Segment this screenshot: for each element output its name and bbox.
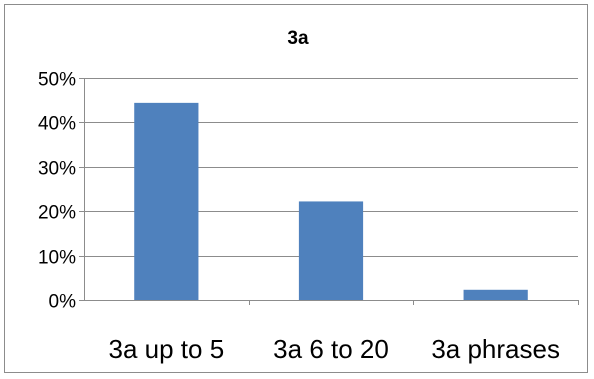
- y-tick-label: 20%: [38, 203, 76, 224]
- chart-frame: [4, 4, 588, 373]
- x-tick-label: 3a up to 5: [109, 334, 225, 364]
- x-tick-labels: 3a up to 5 3a 6 to 20 3a phrases: [109, 334, 560, 364]
- bar: [134, 102, 199, 300]
- x-tick-label: 3a phrases: [431, 334, 560, 364]
- bar: [298, 201, 364, 300]
- axes: [79, 78, 579, 305]
- y-tick-label: 40%: [38, 114, 76, 135]
- y-tick-label: 10%: [38, 248, 76, 269]
- y-tick-label: 50%: [38, 70, 76, 91]
- y-tick-labels: 0% 10% 20% 30% 40% 50%: [38, 70, 76, 313]
- y-tick-label: 30%: [38, 159, 76, 180]
- chart-title: 3a: [287, 28, 309, 49]
- y-tick-label: 0%: [49, 292, 77, 313]
- bars: [134, 102, 528, 300]
- x-tick-label: 3a 6 to 20: [273, 334, 389, 364]
- bar: [463, 289, 528, 300]
